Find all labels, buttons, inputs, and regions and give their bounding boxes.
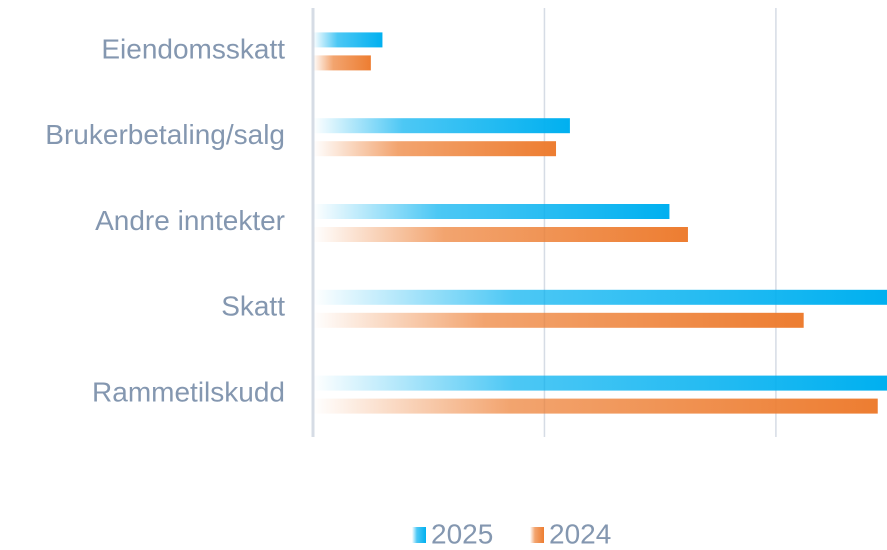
legend-label: 2025 <box>431 518 493 549</box>
bar <box>313 312 804 328</box>
y-tick-label: Eiendomsskatt <box>101 33 285 64</box>
bar <box>313 118 570 134</box>
bar <box>313 204 670 219</box>
bar <box>313 375 887 391</box>
bar <box>313 227 688 242</box>
legend-swatch <box>412 527 426 543</box>
bar <box>313 55 371 71</box>
y-tick-label: Brukerbetaling/salg <box>45 119 285 150</box>
y-tick-label: Skatt <box>221 291 285 322</box>
legend-swatch <box>530 527 544 543</box>
y-tick-label: Andre inntekter <box>95 205 285 236</box>
legend-label: 2024 <box>549 518 611 549</box>
y-tick-label: Rammetilskudd <box>92 376 285 407</box>
bar <box>313 398 878 414</box>
bar <box>313 289 887 305</box>
bar <box>313 141 557 157</box>
bar <box>313 32 383 48</box>
